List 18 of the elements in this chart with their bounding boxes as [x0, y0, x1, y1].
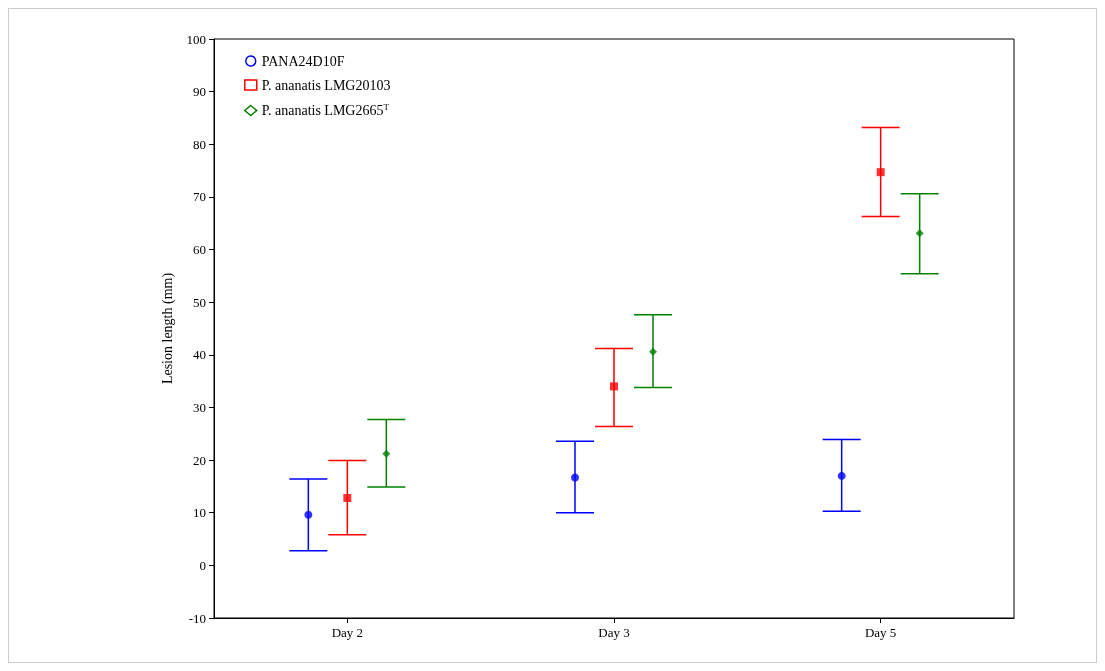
x-tick-label: Day 5	[864, 625, 897, 640]
y-tick-label: 80	[193, 136, 206, 152]
y-axis-title: Lesion length (mm)	[159, 272, 176, 385]
y-tick-label: 90	[193, 84, 206, 100]
y-tick-label: 60	[193, 242, 206, 258]
y-tick-label: 40	[193, 347, 206, 363]
legend-label: PANA24D10F	[261, 53, 345, 69]
x-tick-label: Day 2	[331, 625, 364, 640]
y-tick-label: 20	[193, 452, 206, 468]
y-tick-label: 100	[186, 31, 206, 47]
x-tick-label: Day 3	[598, 625, 630, 640]
y-tick-label: 70	[193, 189, 206, 205]
y-tick-label: -10	[188, 610, 206, 626]
y-tick-label: 30	[193, 399, 206, 415]
y-tick-label: 50	[193, 294, 206, 310]
legend-label: P. ananatis LMG20103	[261, 77, 391, 93]
y-tick-label: 10	[193, 505, 206, 521]
y-tick-label: 0	[199, 557, 206, 573]
